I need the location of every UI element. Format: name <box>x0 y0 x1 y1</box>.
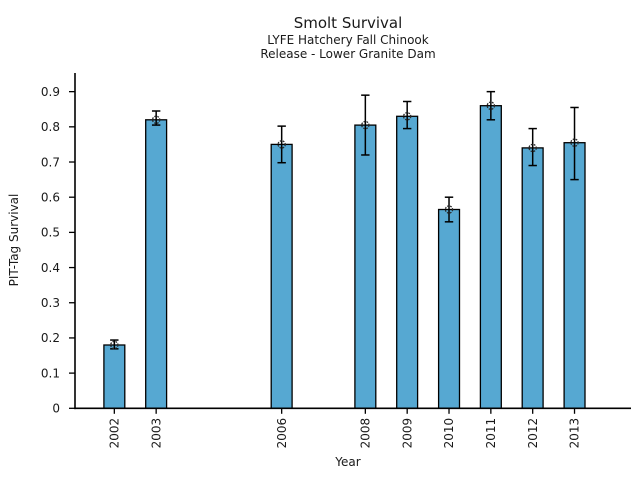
y-axis-label: PIT-Tag Survival <box>7 194 21 287</box>
bar-2010 <box>437 208 461 409</box>
bar-2008 <box>354 124 377 409</box>
y-tick-label-0.5: 0.5 <box>41 226 60 240</box>
y-tick-label-0.2: 0.2 <box>41 331 60 345</box>
x-tick-label-2013: 2013 <box>568 418 582 449</box>
bars-group <box>103 105 586 409</box>
y-tick-label-0.7: 0.7 <box>41 155 60 169</box>
y-tick-label-0.1: 0.1 <box>41 366 60 380</box>
y-tick-label-0.3: 0.3 <box>41 296 60 310</box>
bar-2006 <box>270 143 293 409</box>
point-marker-2008 <box>361 120 370 130</box>
chart-subtitle-line2: Release - Lower Granite Dam <box>260 47 435 61</box>
errorbars-group <box>110 90 579 350</box>
y-tick-label-0.9: 0.9 <box>41 85 60 99</box>
x-tick-label-2006: 2006 <box>275 418 289 449</box>
point-marker-2011 <box>486 101 496 110</box>
x-tick-label-2002: 2002 <box>108 418 122 449</box>
y-tick-label-0.8: 0.8 <box>41 120 60 134</box>
x-tick-label-2010: 2010 <box>442 418 456 449</box>
bar-2013 <box>563 142 586 409</box>
point-marker-2003 <box>151 115 161 125</box>
x-tick-label-2012: 2012 <box>526 418 540 449</box>
x-tick-label-2009: 2009 <box>400 418 414 449</box>
bar-2009 <box>396 115 419 409</box>
bar-2002 <box>103 344 126 409</box>
point-marker-2009 <box>402 112 412 121</box>
bar-2012 <box>521 147 544 409</box>
x-tick-label-2008: 2008 <box>359 418 373 449</box>
axes-group: 2002 2003 2006 2008 2009 2010 2011 2012 2013 0 0.1… <box>41 85 582 448</box>
x-tick-label-2011: 2011 <box>484 418 498 449</box>
chart-subtitle-line1: LYFE Hatchery Fall Chinook <box>267 33 428 47</box>
bar-2003 <box>145 119 168 409</box>
y-tick-label-0.6: 0.6 <box>41 190 60 204</box>
y-tick-label-0.4: 0.4 <box>41 261 60 275</box>
chart-title: Smolt Survival <box>294 14 403 32</box>
y-tick-label-0: 0 <box>52 402 60 416</box>
bar-2011 <box>479 105 502 409</box>
point-marker-2006 <box>277 140 286 149</box>
x-axis-label: Year <box>334 455 360 469</box>
point-marker-2002 <box>110 340 119 350</box>
point-marker-2010 <box>444 205 454 214</box>
point-marker-2013 <box>570 138 579 147</box>
point-marker-2012 <box>528 143 537 153</box>
x-tick-label-2003: 2003 <box>149 418 163 449</box>
